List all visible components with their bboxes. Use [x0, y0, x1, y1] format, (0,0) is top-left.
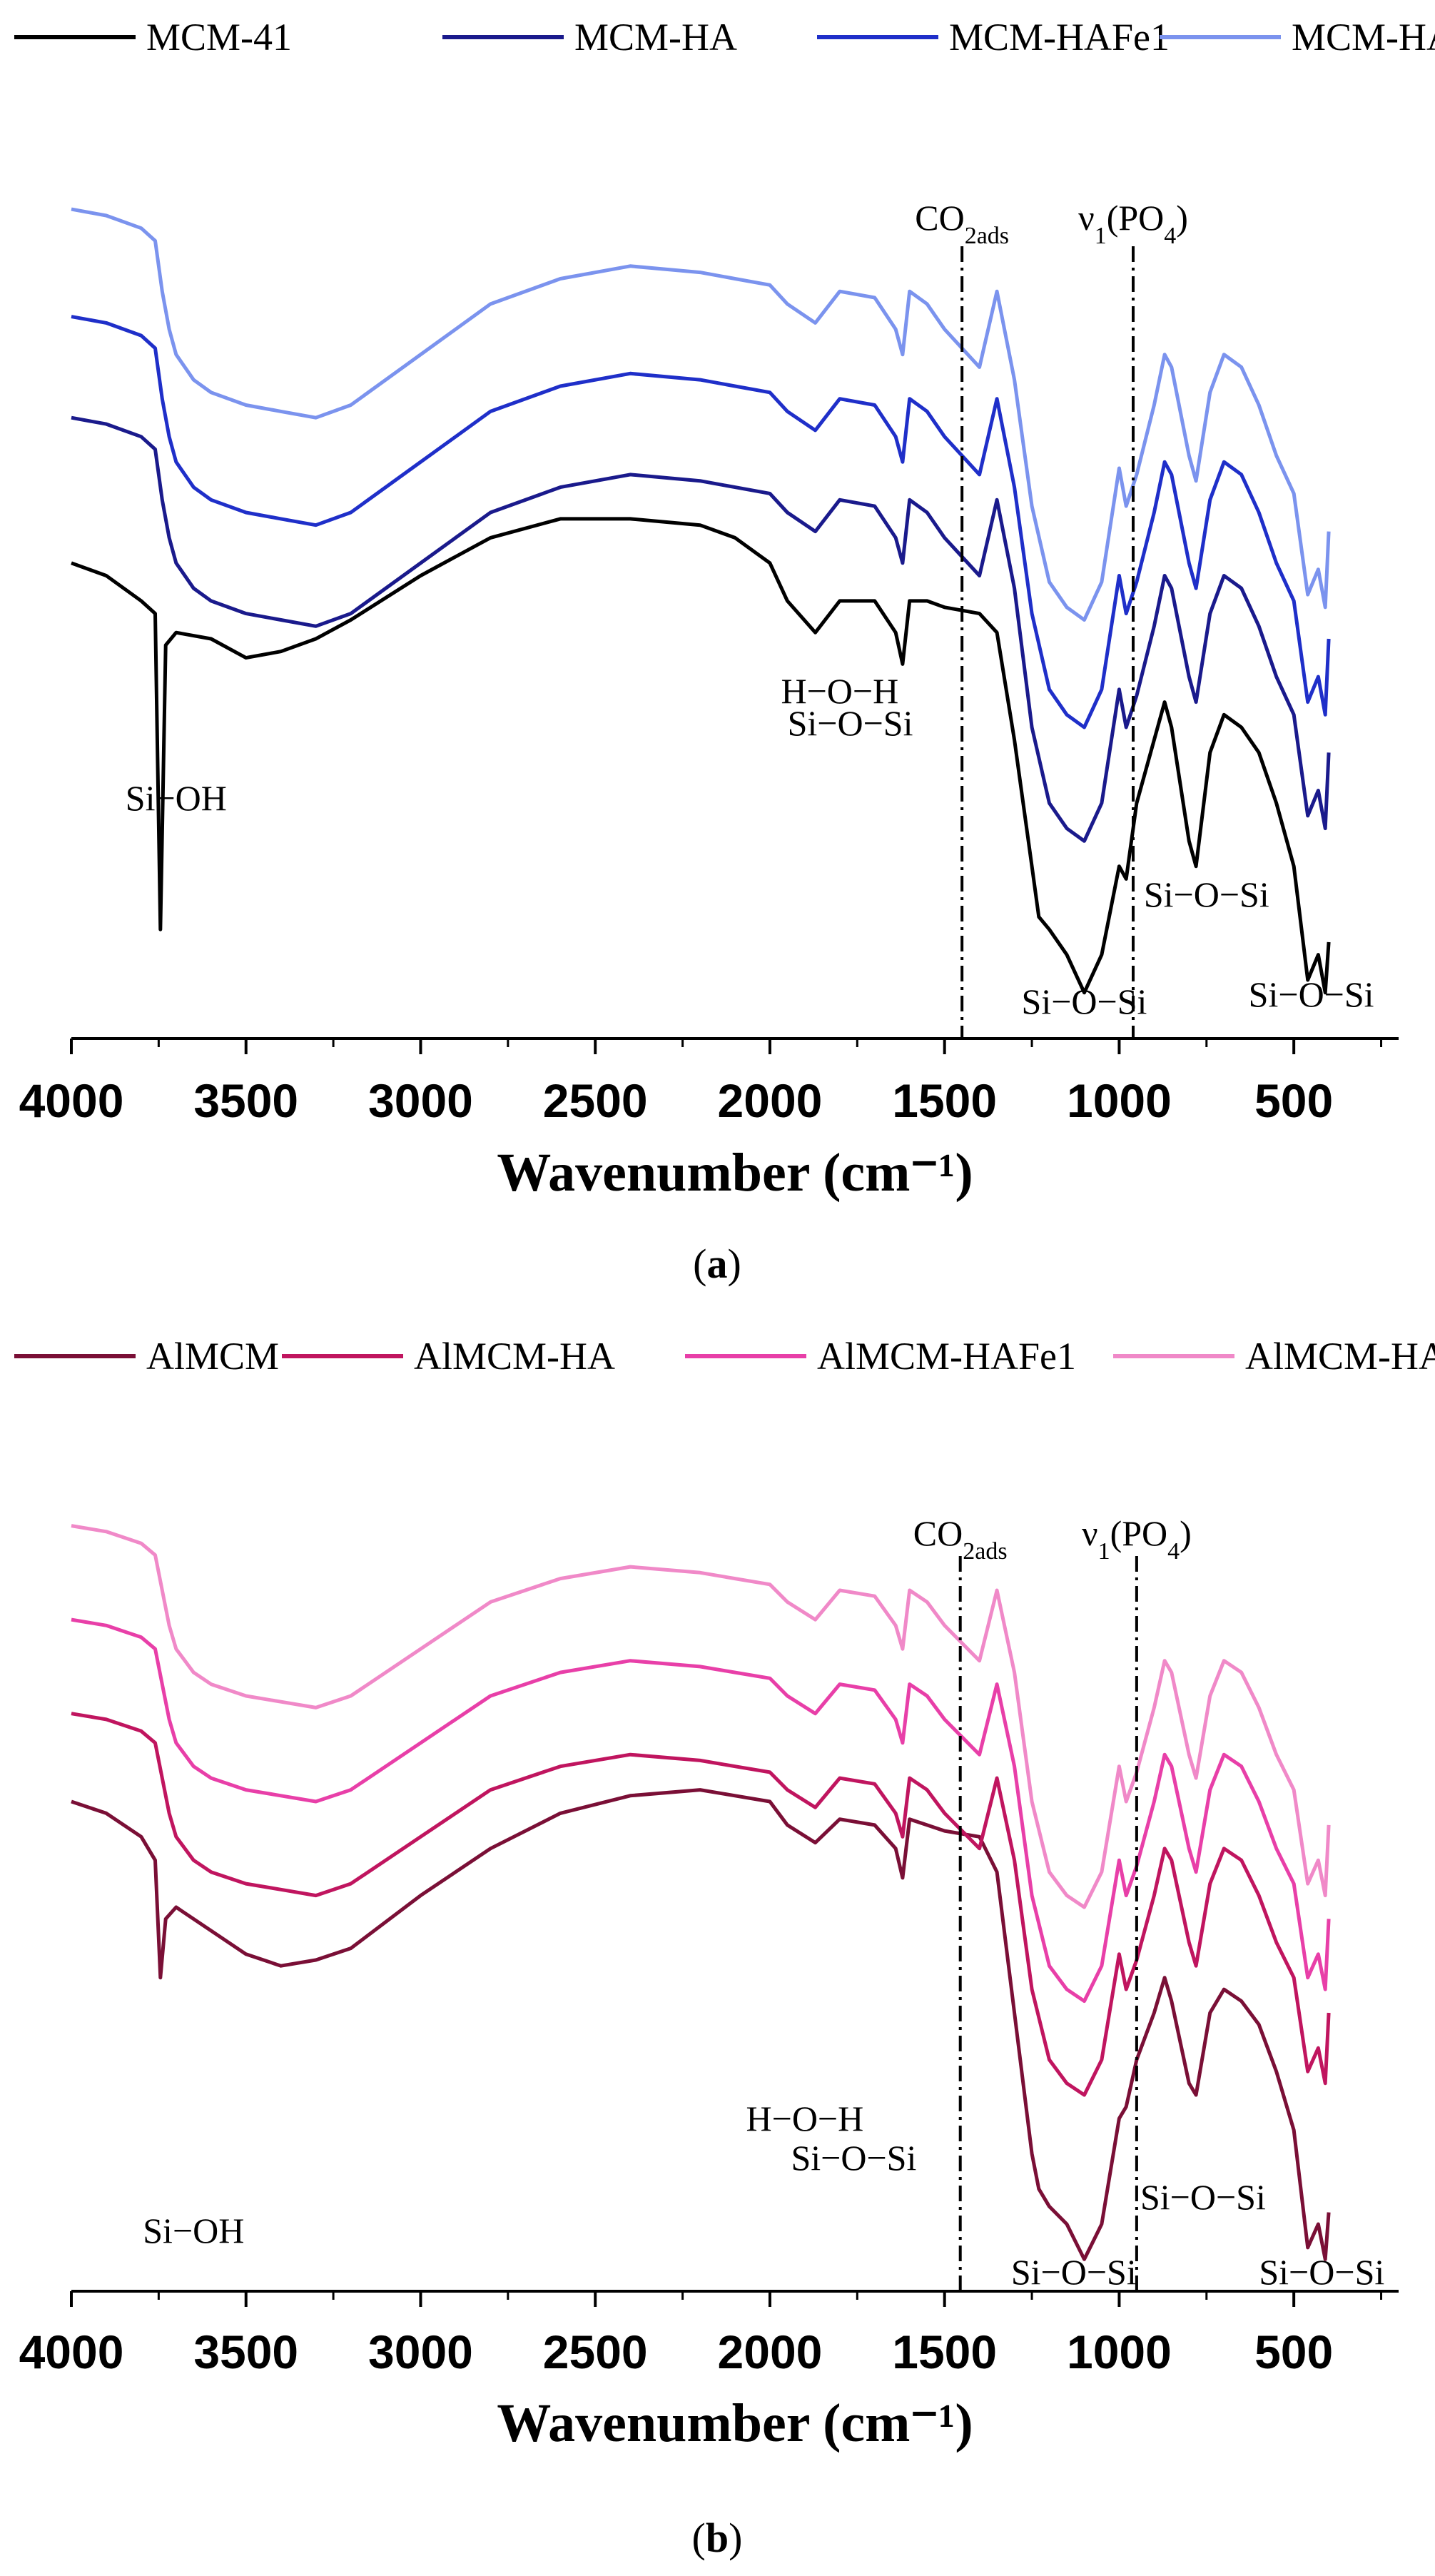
x-tick-label: 1500: [892, 2325, 997, 2378]
peak-annotation: H−O−H: [746, 2098, 864, 2138]
x-tick-label: 3000: [368, 2325, 473, 2378]
series-line-AlMCM: [71, 1788, 1331, 2261]
x-tick-label: 3000: [368, 1074, 473, 1127]
x-tick-label: 4000: [19, 2325, 124, 2378]
x-tick-label: 1500: [892, 1074, 997, 1127]
panel-caption: (a): [693, 1241, 741, 1287]
peak-annotation: Si−O−Si: [1022, 981, 1147, 1021]
peak-annotation: Si−O−Si: [1144, 874, 1269, 914]
legend-label: AlMCM-HA: [414, 1335, 615, 1378]
legend: MCM-41 MCM-HA MCM-HAFe1 MCM-HAFe2: [14, 16, 1435, 59]
series-line-MCM-41: [71, 517, 1331, 995]
reference-line-label: ν1(PO4): [1078, 198, 1188, 249]
peak-annotation: Si−OH: [126, 778, 227, 818]
series-line-MCM-HAFe2: [71, 207, 1331, 622]
x-tick-label: 2500: [543, 2325, 648, 2378]
peak-annotation: H−O−H: [781, 671, 898, 711]
x-tick-label: 4000: [19, 1074, 124, 1127]
peak-annotation: Si−OH: [143, 2211, 244, 2251]
x-tick-label: 3500: [193, 2325, 298, 2378]
legend-label: MCM-HA: [574, 16, 737, 59]
panel-a: MCM-41 MCM-HA MCM-HAFe1 MCM-HAFe2 CO2ads ν1(P…: [14, 16, 1435, 1287]
x-tick-label: 1000: [1067, 2325, 1172, 2378]
x-tick-label: 2000: [718, 2325, 823, 2378]
x-tick-label: 1000: [1067, 1074, 1172, 1127]
peak-annotation: Si−O−Si: [1259, 2252, 1384, 2292]
series-line-AlMCM-HAFe1: [71, 1617, 1331, 2004]
x-axis-title: Wavenumber (cm⁻¹): [497, 2393, 973, 2453]
legend-label: MCM-HAFe1: [949, 16, 1170, 59]
legend: AlMCM AlMCM-HA AlMCM-HAFe1 AlMCM-HAFe2: [14, 1335, 1435, 1378]
legend-label: AlMCM: [146, 1335, 279, 1378]
peak-annotation: Si−O−Si: [1011, 2252, 1137, 2292]
x-tick-label: 2500: [543, 1074, 648, 1127]
x-tick-label: 500: [1254, 2325, 1333, 2378]
series-line-AlMCM-HAFe2: [71, 1524, 1331, 1909]
x-tick-label: 500: [1254, 1074, 1333, 1127]
peak-annotation: Si−O−Si: [1140, 2177, 1266, 2217]
x-tick-label: 2000: [718, 1074, 823, 1127]
x-axis-title: Wavenumber (cm⁻¹): [497, 1143, 973, 1203]
reference-line-label: CO2ads: [913, 1513, 1008, 1565]
legend-label: AlMCM-HAFe1: [817, 1335, 1076, 1378]
series-line-MCM-HA: [71, 415, 1331, 843]
x-tick-label: 3500: [193, 1074, 298, 1127]
peak-annotation: Si−O−Si: [1249, 974, 1374, 1014]
series-line-MCM-HAFe1: [71, 315, 1331, 729]
legend-label: AlMCM-HAFe2: [1245, 1335, 1435, 1378]
peak-annotation: Si−O−Si: [791, 2138, 916, 2178]
peak-annotation: Si−O−Si: [788, 703, 913, 743]
legend-label: MCM-41: [146, 16, 292, 59]
legend-label: MCM-HAFe2: [1292, 16, 1435, 59]
panel-caption: (b): [692, 2515, 743, 2561]
panel-b: AlMCM AlMCM-HA AlMCM-HAFe1 AlMCM-HAFe2 CO2ad…: [14, 1335, 1435, 2561]
series-line-AlMCM-HA: [71, 1712, 1331, 2097]
reference-line-label: ν1(PO4): [1082, 1513, 1192, 1565]
reference-line-label: CO2ads: [915, 198, 1009, 249]
